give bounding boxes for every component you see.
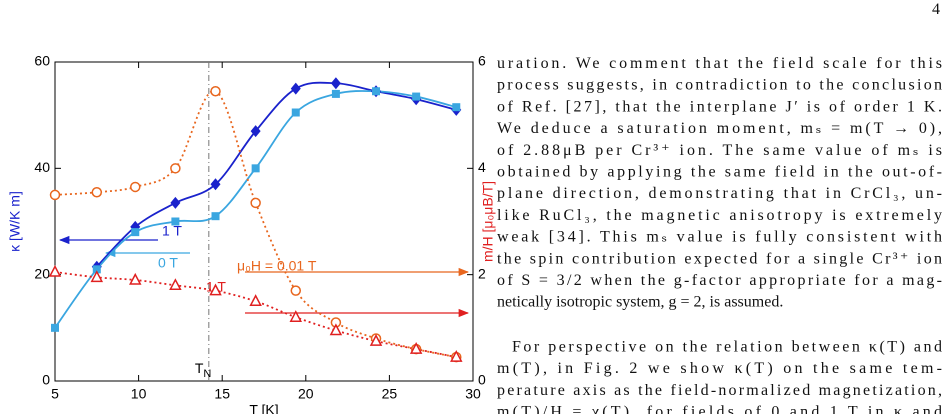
tn-sub: N (203, 368, 211, 380)
marker (130, 181, 141, 193)
x-tick-label: 10 (131, 386, 147, 402)
text-line: weak [34]. This mₛ value is fully consis… (497, 229, 942, 246)
y2-tick-label: 6 (478, 53, 486, 69)
marker (211, 212, 220, 221)
marker (450, 349, 463, 362)
page-number: 4 (932, 1, 940, 18)
series-label: μ₀H = 0.01 T (237, 258, 317, 274)
marker (289, 310, 303, 322)
marker (48, 264, 62, 277)
marker (251, 164, 260, 173)
tn-main: T (195, 360, 204, 376)
marker (331, 89, 340, 98)
y2-tick-label: 2 (478, 265, 486, 281)
text-line: For perspective on the relation between … (512, 338, 942, 355)
x-tick-label: 15 (214, 386, 230, 402)
series-label: 1 T (206, 279, 226, 295)
text-line: of Ref. [27], that the interplane J′ is … (497, 98, 942, 115)
marker (409, 341, 423, 354)
marker (170, 196, 181, 209)
text-line: netically isotropic system, g = 2, is as… (497, 294, 783, 311)
marker (171, 217, 180, 226)
text-line: We deduce a saturation moment, mₛ = m(T … (497, 120, 942, 137)
tn-label: TN (195, 360, 212, 380)
text-line: like RuCl₃, the magnetic anisotropy is e… (497, 207, 942, 224)
y-tick-label: 20 (34, 265, 50, 281)
y-tick-label: 0 (42, 372, 50, 388)
text-line: of S = 3/2 when the g-factor appropriate… (497, 272, 942, 289)
marker (291, 108, 300, 117)
x-tick-label: 30 (465, 386, 481, 402)
marker (131, 228, 140, 237)
marker (209, 283, 222, 296)
marker (49, 189, 61, 201)
x-tick-label: 25 (382, 386, 398, 402)
marker (290, 82, 301, 95)
text-column: 4 uration. We comment that the field sca… (497, 1, 942, 414)
text-line: the spin contribution expected for a sin… (497, 250, 942, 267)
y2-axis-label: m/H [μ₀μB/T] (480, 181, 496, 262)
y-tick-label: 40 (34, 159, 50, 175)
plot-frame (54, 61, 474, 382)
marker (249, 294, 262, 306)
text-line: plane direction, demonstrating that in C… (497, 185, 942, 202)
y2-tick-label: 0 (478, 372, 486, 388)
y-tick-label: 60 (34, 53, 50, 69)
series-label: 0 T (158, 255, 178, 271)
marker (169, 278, 182, 291)
x-tick-label: 20 (298, 386, 314, 402)
marker (129, 272, 142, 285)
series-label: 1 T (162, 223, 182, 239)
marker (372, 87, 381, 96)
marker (92, 265, 101, 274)
y-axis-label: κ [W/K m] (7, 191, 23, 252)
marker (452, 103, 461, 112)
marker (51, 323, 59, 332)
text-line: perature axis as the field-normalized ma… (497, 382, 942, 399)
marker (90, 270, 104, 283)
series-line (54, 271, 457, 358)
text-line: process suggests, in contradiction to th… (497, 77, 942, 94)
marker (250, 197, 261, 209)
marker (210, 85, 221, 97)
marker (290, 285, 302, 296)
text-line: uration. We comment that the field scale… (497, 55, 942, 72)
text-line: m(T), in Fig. 2 we show κ(T) on the same… (497, 360, 942, 377)
x-tick-label: 5 (51, 386, 59, 402)
marker (250, 125, 261, 138)
marker (369, 334, 383, 346)
marker (412, 92, 421, 101)
y2-tick-label: 4 (478, 159, 486, 175)
marker (210, 178, 221, 191)
marker (170, 163, 181, 174)
text-line: of 2.88μB per Cr³⁺ ion. The same value o… (497, 142, 942, 159)
series-line (96, 81, 457, 268)
marker (91, 187, 103, 198)
x-axis-label: T [K] (249, 402, 278, 414)
text-line: obtained by applying the same field in t… (497, 164, 942, 181)
marker (329, 323, 343, 336)
marker (330, 77, 341, 90)
text-line: m(T)/H = χ(T), for fields of 0 and 1 T i… (497, 404, 942, 414)
